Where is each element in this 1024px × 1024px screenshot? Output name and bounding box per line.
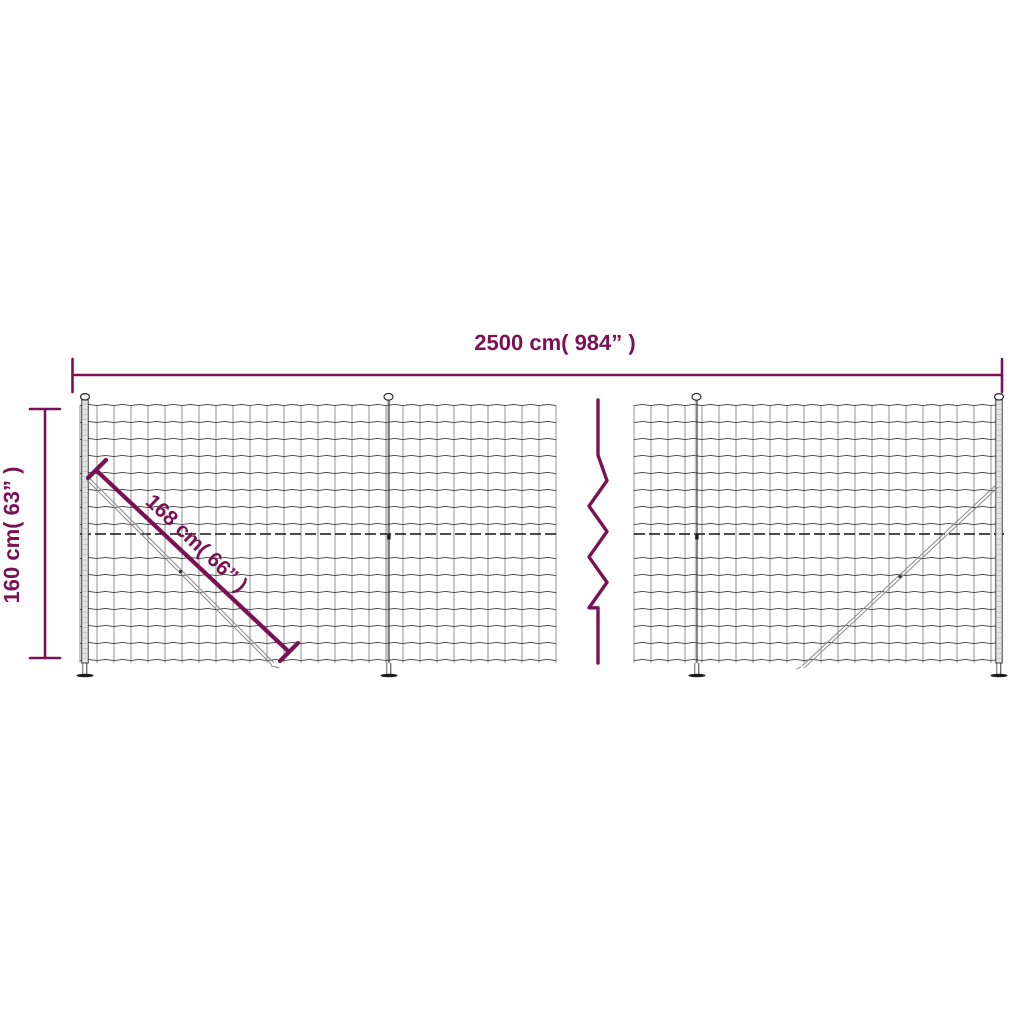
svg-text:2500 cm( 984” ): 2500 cm( 984” ): [474, 330, 635, 355]
svg-text:160 cm( 63” ): 160 cm( 63” ): [0, 467, 24, 604]
